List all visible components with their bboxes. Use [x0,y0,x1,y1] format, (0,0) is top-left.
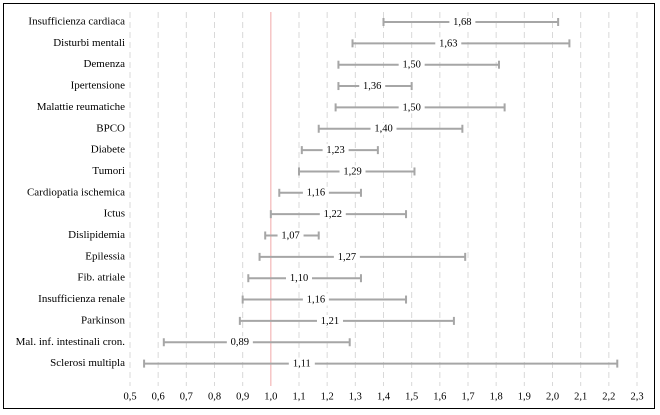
estimate-label-bg [359,80,386,93]
x-tick-label: 0,8 [208,391,221,402]
estimate-label: 1,16 [307,294,325,305]
estimate-label-bg [398,101,425,114]
x-tick-label: 0,5 [123,391,136,402]
estimate-label-bg [370,122,397,135]
estimate-label-bg [316,314,343,327]
x-tick-label: 2,1 [574,391,587,402]
row-label: Parkinson [81,314,126,326]
estimate-label-bg [398,58,425,71]
estimate-label: 1,11 [293,359,311,370]
x-tick-label: 1,3 [349,391,362,402]
x-tick-label: 1,1 [292,391,305,402]
x-tick-label: 1,4 [377,391,391,402]
x-tick-label: 1,6 [433,391,446,402]
estimate-label: 1,50 [402,60,420,71]
estimate-label: 1,63 [439,38,457,49]
estimate-label: 1,22 [324,209,342,220]
estimate-label: 1,29 [343,166,361,177]
x-tick-label: 2,2 [602,391,615,402]
estimate-label: 1,36 [363,81,381,92]
row-label: BPCO [96,122,125,134]
estimate-label: 1,40 [374,124,392,135]
estimate-label-bg [286,272,312,285]
row-label: Insufficienza cardiaca [28,16,125,28]
estimate-label-bg [302,293,329,306]
x-tick-label: 1,0 [264,391,277,402]
estimate-label-bg [435,37,462,50]
x-tick-label: 0,6 [152,391,165,402]
estimate-label: 1,10 [290,273,308,284]
estimate-label-bg [288,357,315,370]
estimate-label: 1,68 [453,17,471,28]
estimate-label-bg [302,186,329,199]
estimate-label-bg [449,16,476,28]
row-label: Tumori [92,165,125,177]
x-tick-label: 0,7 [180,391,193,402]
row-label: Diabete [91,144,125,156]
estimate-label-bg [339,165,366,178]
estimate-label: 1,23 [326,145,344,156]
x-tick-label: 1,2 [321,391,334,402]
x-tick-label: 2,3 [630,391,643,402]
x-tick-label: 1,9 [518,391,531,402]
row-label: Cardiopatia ischemica [27,186,125,198]
row-label: Disturbi mentali [53,37,125,49]
row-label: Sclerosi multipla [50,357,125,369]
row-label: Ictus [104,208,125,220]
x-tick-label: 2,0 [546,391,559,402]
row-label: Epilessia [85,250,125,262]
x-tick-label: 1,5 [405,391,418,402]
row-label: Mal. inf. intestinali cron. [16,336,126,348]
x-tick-label: 0,9 [236,391,249,402]
row-label: Ipertensione [71,80,125,92]
row-label: Demenza [83,58,125,70]
row-label: Fib. atriale [77,272,125,284]
estimate-label-bg [319,208,346,221]
estimate-label: 1,07 [281,230,299,241]
estimate-label: 1,21 [321,316,339,327]
row-label: Malattie reumatiche [37,101,125,113]
row-label: Dislipidemia [68,229,125,241]
estimate-label: 0,89 [231,337,249,348]
x-tick-label: 1,7 [461,391,474,402]
row-label: Insufficienza renale [38,293,125,305]
estimate-label-bg [322,144,349,157]
estimate-label-bg [277,229,304,242]
estimate-label: 1,27 [338,252,356,263]
estimate-label: 1,50 [402,102,420,113]
estimate-label: 1,16 [307,188,325,199]
x-tick-label: 1,8 [490,391,503,402]
estimate-label-bg [226,336,253,349]
estimate-label-bg [333,250,360,263]
